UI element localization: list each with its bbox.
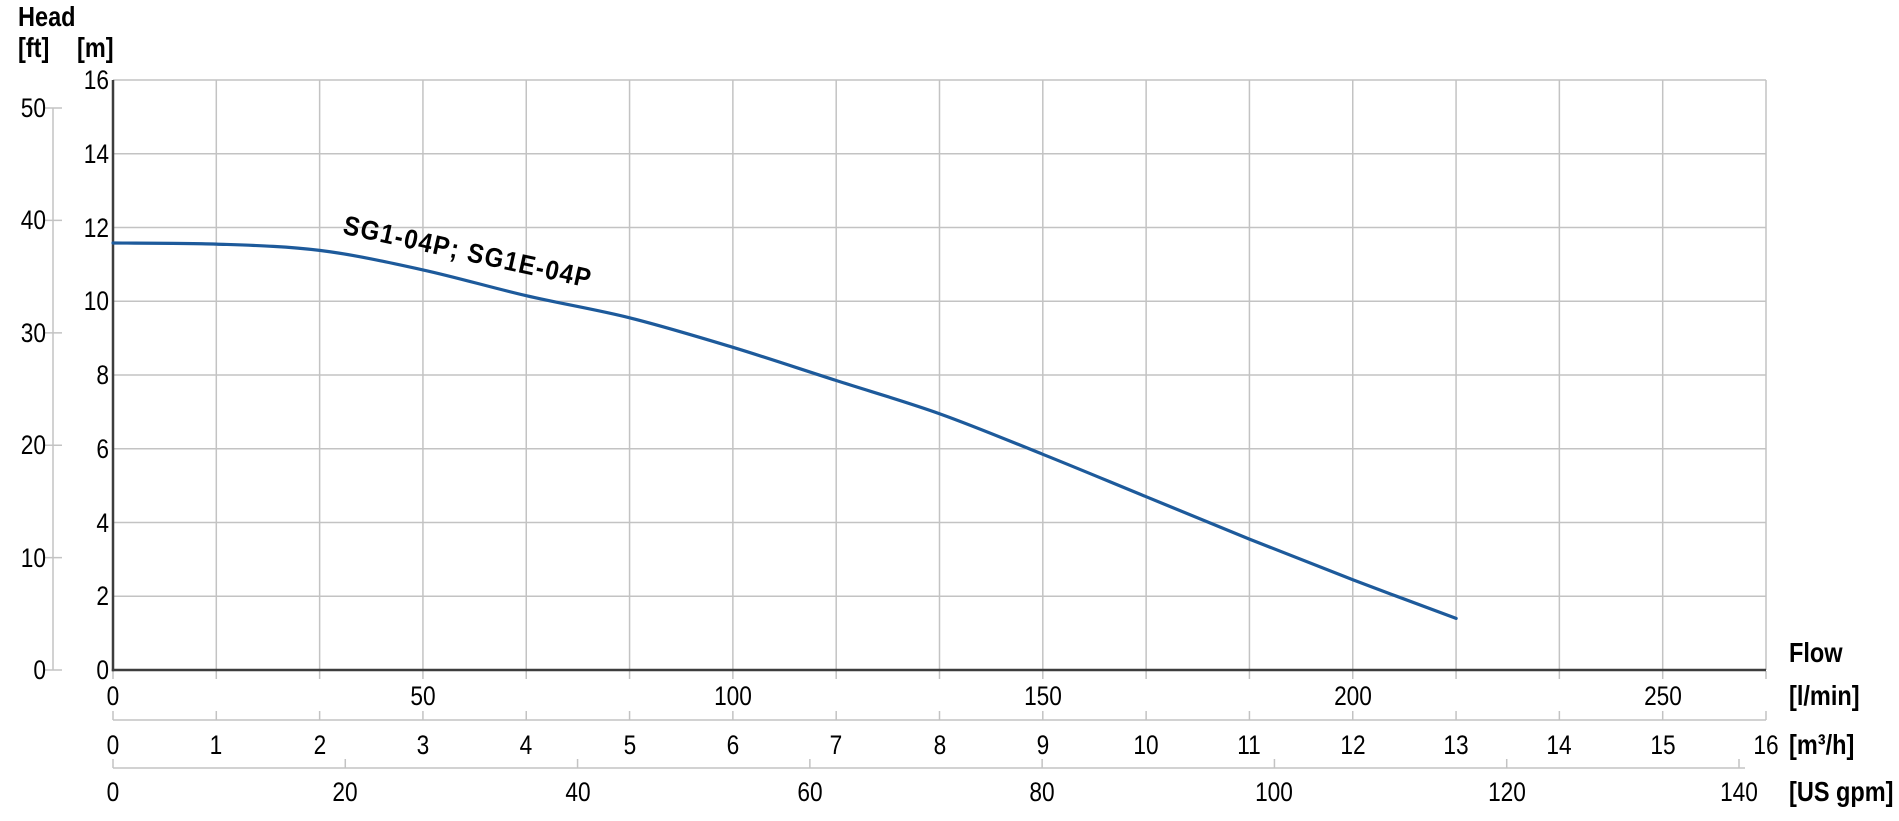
y-tick-ft: 30 xyxy=(20,317,46,348)
x-tick-m3h: 6 xyxy=(726,730,740,760)
x-tick-m3h: 3 xyxy=(416,730,430,760)
x-tick-m3h: 9 xyxy=(1036,730,1050,760)
x-tick-m3h: 2 xyxy=(313,730,326,760)
y-tick-m: 0 xyxy=(96,655,109,685)
m3h-unit-label: [m³/h] xyxy=(1789,729,1855,760)
x-tick-usgpm: 140 xyxy=(1720,777,1758,807)
x-tick-usgpm: 40 xyxy=(564,777,591,807)
y-tick-m: 12 xyxy=(83,212,109,243)
x-tick-usgpm: 100 xyxy=(1255,777,1294,807)
pump-performance-curve xyxy=(111,241,1458,620)
y-tick-m: 4 xyxy=(96,507,109,538)
gridlines xyxy=(113,79,1767,670)
x-tick-m3h: 4 xyxy=(519,730,533,760)
x-tick-lmin: 50 xyxy=(410,681,436,711)
usgpm-unit-label: [US gpm] xyxy=(1789,776,1894,807)
primary-axes xyxy=(111,80,1766,672)
x-tick-m3h: 13 xyxy=(1443,730,1469,760)
x-tick-m3h: 7 xyxy=(829,730,843,760)
x-tick-m3h: 1 xyxy=(209,730,223,760)
x-tick-usgpm: 60 xyxy=(797,777,823,807)
x-tick-lmin: 150 xyxy=(1023,681,1062,711)
x-tick-m3h: 5 xyxy=(623,730,636,760)
head-axis-title: Head xyxy=(18,1,76,32)
m-unit-label: [m] xyxy=(77,32,114,63)
x-tick-lmin: 100 xyxy=(713,681,752,711)
flow-axis-title: Flow xyxy=(1789,637,1843,668)
x-tick-m3h: 15 xyxy=(1650,730,1676,760)
y-tick-m: 16 xyxy=(83,65,109,95)
x-tick-m3h: 16 xyxy=(1753,730,1779,760)
y-tick-m: 8 xyxy=(96,360,109,390)
y-tick-ft: 10 xyxy=(20,542,46,573)
y-tick-ft: 20 xyxy=(20,430,46,461)
x-tick-lmin: 200 xyxy=(1333,681,1372,711)
x-tick-usgpm: 20 xyxy=(332,777,358,807)
x-tick-m3h: 10 xyxy=(1133,730,1159,760)
y-tick-m: 6 xyxy=(96,433,109,464)
y-tick-m: 10 xyxy=(83,286,109,317)
y-tick-ft: 40 xyxy=(20,205,46,236)
x-tick-m3h: 0 xyxy=(106,730,120,760)
x-tick-usgpm: 120 xyxy=(1487,777,1526,807)
ft-unit-label: [ft] xyxy=(18,32,50,63)
x-tick-usgpm: 80 xyxy=(1029,777,1055,807)
x-tick-lmin: 250 xyxy=(1643,681,1682,711)
x-tick-m3h: 12 xyxy=(1340,730,1366,760)
y-tick-ft: 0 xyxy=(33,655,46,685)
x-tick-m3h: 11 xyxy=(1237,730,1262,760)
x-tick-usgpm: 0 xyxy=(106,777,120,807)
secondary-axes xyxy=(44,107,1767,769)
y-tick-m: 2 xyxy=(96,581,109,612)
y-tick-ft: 50 xyxy=(20,93,46,124)
y-tick-m: 14 xyxy=(83,138,109,169)
x-tick-lmin: 0 xyxy=(106,681,120,711)
x-tick-m3h: 14 xyxy=(1546,730,1572,760)
lmin-unit-label: [l/min] xyxy=(1789,680,1860,711)
x-tick-m3h: 8 xyxy=(933,730,946,760)
